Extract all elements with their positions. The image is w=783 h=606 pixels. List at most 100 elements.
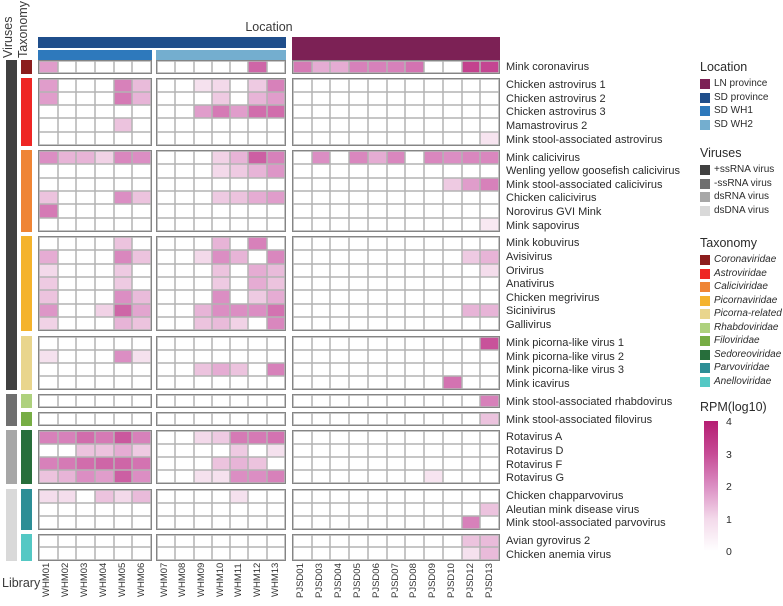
heatmap-cell	[367, 316, 387, 331]
heatmap-cell	[193, 547, 212, 561]
heatmap-cell	[424, 336, 443, 350]
heatmap-cell	[386, 250, 406, 264]
heatmap-cell	[405, 92, 425, 106]
heatmap-cell	[193, 303, 212, 317]
heatmap-cell	[113, 263, 133, 278]
heatmap-cell	[113, 395, 133, 407]
heatmap-cell	[94, 502, 114, 516]
heatmap-cell	[230, 118, 249, 132]
heatmap-cell	[405, 502, 425, 516]
heatmap-cell	[211, 489, 231, 503]
heatmap-cell	[193, 362, 212, 376]
heatmap-cell	[57, 395, 77, 407]
heatmap-cell	[424, 204, 443, 218]
heatmap-cell	[39, 502, 58, 516]
heatmap-cell	[175, 303, 194, 317]
heatmap-cell	[330, 547, 350, 561]
heatmap-cell	[266, 303, 285, 317]
heatmap-cell	[211, 61, 231, 73]
heatmap-cell	[349, 515, 368, 529]
legend-rpm: RPM(log10) 4 3 2 1 0	[700, 400, 783, 560]
heatmap-cell	[113, 303, 133, 317]
heatmap-cell	[211, 92, 231, 106]
heatmap-cell	[424, 177, 443, 191]
virus-type-bar	[6, 488, 17, 562]
heatmap-cell	[349, 190, 368, 205]
heatmap-cell	[386, 204, 406, 218]
heatmap-cell	[175, 204, 194, 218]
legend-swatch	[700, 79, 710, 90]
heatmap-cell	[405, 237, 425, 251]
heatmap-cell	[57, 502, 77, 516]
heatmap-cell	[230, 316, 249, 331]
heatmap-cell	[132, 237, 151, 251]
row-label: Chicken anemia virus	[506, 548, 612, 561]
heatmap-cell	[193, 61, 212, 73]
row-label: Sicinivirus	[506, 305, 556, 318]
heatmap-cell	[405, 118, 425, 132]
heatmap-cell	[330, 190, 350, 205]
row-label: Mink icavirus	[506, 377, 570, 390]
heatmap-cell	[311, 118, 331, 132]
column-label: WHM12	[251, 563, 263, 598]
heatmap-cell	[349, 470, 368, 484]
heatmap-cell	[405, 515, 425, 529]
legend-item: dsRNA virus	[700, 191, 783, 203]
heatmap-cell	[405, 250, 425, 264]
heatmap-cell	[266, 217, 285, 231]
heatmap-cell	[57, 336, 77, 350]
heatmap-cell	[266, 444, 285, 458]
heatmap-cell	[480, 375, 499, 389]
heatmap-cell	[461, 413, 481, 425]
heatmap-cell	[424, 250, 443, 264]
heatmap-cell	[461, 263, 481, 278]
heatmap-cell	[76, 375, 95, 389]
heatmap-cell	[311, 151, 331, 165]
heatmap-cell	[230, 105, 249, 119]
heatmap-cell	[230, 349, 249, 363]
row-label: Chicken megrivirus	[506, 291, 600, 304]
heatmap-cell	[113, 177, 133, 191]
heatmap-cell	[230, 457, 249, 471]
heatmap-cell	[386, 395, 406, 407]
heatmap-cell	[442, 413, 462, 425]
heatmap-cell	[480, 217, 499, 231]
heatmap-cell	[461, 290, 481, 304]
heatmap-cell	[311, 470, 331, 484]
heatmap-cell	[211, 177, 231, 191]
heatmap-cell	[157, 131, 176, 145]
heatmap-cell	[330, 204, 350, 218]
heatmap-cell	[266, 534, 285, 548]
heatmap-cell	[94, 204, 114, 218]
legend-location-title: Location	[700, 60, 748, 74]
heatmap-cell	[424, 349, 443, 363]
heatmap-cell	[293, 547, 312, 561]
heatmap-cell	[293, 502, 312, 516]
row-label: Aleutian mink disease virus	[506, 503, 640, 516]
heatmap-cell	[293, 534, 312, 548]
row-label: Mink picorna-like virus 1	[506, 336, 624, 349]
heatmap-cell	[175, 534, 194, 548]
heatmap-block	[38, 394, 152, 408]
heatmap-cell	[39, 151, 58, 165]
legend-item-label: Sedoreoviridae	[714, 348, 782, 360]
heatmap-cell	[175, 457, 194, 471]
heatmap-cell	[248, 164, 267, 178]
heatmap-cell	[193, 204, 212, 218]
heatmap-cell	[442, 217, 462, 231]
heatmap-cell	[349, 547, 368, 561]
heatmap-cell	[442, 277, 462, 291]
heatmap-cell	[230, 92, 249, 106]
heatmap-cell	[230, 395, 249, 407]
heatmap-cell	[175, 92, 194, 106]
heatmap-cell	[57, 375, 77, 389]
heatmap-cell	[39, 78, 58, 93]
taxonomy-bar-filoviridae	[21, 412, 32, 426]
heatmap-cell	[367, 190, 387, 205]
heatmap-cell	[248, 413, 267, 425]
heatmap-cell	[57, 190, 77, 205]
heatmap-cell	[175, 237, 194, 251]
heatmap-cell	[461, 336, 481, 350]
heatmap-cell	[480, 61, 499, 73]
column-label: PJSD08	[408, 563, 420, 598]
